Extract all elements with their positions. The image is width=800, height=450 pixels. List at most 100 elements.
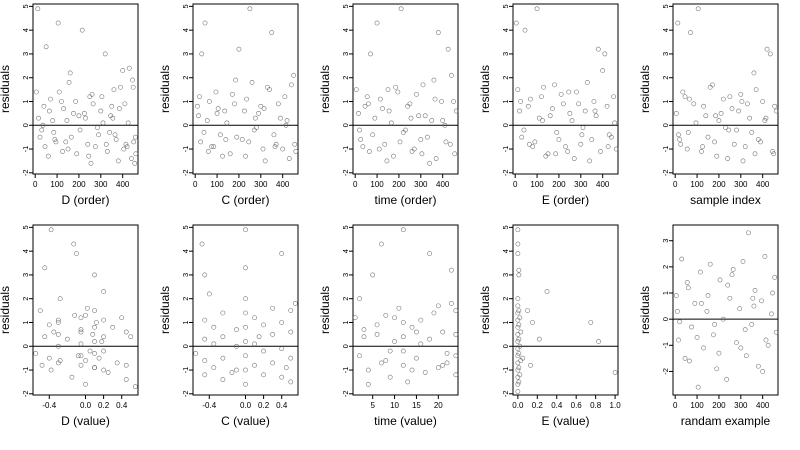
x-tick-label: 100 — [210, 180, 224, 189]
data-point — [400, 320, 406, 325]
y-axis-label: residuals — [318, 286, 332, 334]
y-tick-label: 4 — [181, 249, 190, 253]
data-point — [83, 312, 88, 318]
data-point — [419, 151, 425, 157]
data-point — [377, 96, 383, 102]
data-point — [689, 324, 694, 330]
x-tick-label: 0 — [193, 180, 198, 189]
data-point — [567, 110, 573, 116]
data-point — [243, 367, 248, 373]
data-point — [400, 334, 406, 340]
data-point — [278, 115, 283, 121]
data-point — [532, 139, 538, 145]
data-point — [111, 87, 117, 92]
scatter-panel-2: -2 -1 0 1 2 3 4 5 0 100 200 300 400 C (order) residual… — [158, 3, 299, 207]
data-point — [365, 101, 371, 107]
data-point — [674, 308, 680, 314]
data-point — [74, 251, 79, 256]
data-point — [382, 141, 388, 147]
data-point — [609, 134, 614, 140]
x-tick-label: 0.2 — [532, 401, 544, 410]
data-point — [92, 308, 97, 313]
data-point — [725, 156, 731, 161]
data-point — [65, 146, 71, 152]
data-point — [520, 355, 526, 361]
data-point — [120, 68, 126, 73]
data-point — [558, 91, 564, 97]
data-point — [205, 149, 211, 154]
data-point — [386, 108, 392, 114]
y-tick-label: -1 — [181, 146, 190, 153]
x-tick-label: 100 — [370, 180, 384, 189]
data-point — [705, 134, 711, 140]
data-point — [427, 251, 432, 256]
y-tick-label: 2 — [661, 265, 670, 269]
data-point — [694, 335, 700, 340]
data-point — [763, 115, 769, 121]
data-point — [269, 30, 275, 35]
data-point — [385, 87, 391, 92]
data-point — [525, 308, 530, 313]
scatter-panel-8: -2 -1 0 1 2 3 4 5 5 10 15 20 time (value) residuals — [318, 224, 459, 428]
data-point — [773, 108, 779, 114]
data-point — [726, 127, 732, 133]
data-point — [720, 96, 726, 102]
data-point — [612, 120, 618, 126]
data-point — [55, 331, 61, 337]
data-point — [435, 30, 441, 35]
y-tick-label: 0 — [181, 344, 190, 348]
data-point — [122, 101, 128, 107]
data-point — [33, 350, 39, 356]
x-tick-label: 0.6 — [571, 401, 583, 410]
data-point — [604, 103, 610, 109]
data-point — [193, 350, 199, 356]
data-point — [202, 317, 208, 323]
x-tick-label: 400 — [116, 180, 130, 189]
y-tick-label: 2 — [181, 76, 190, 80]
data-point — [576, 101, 582, 107]
data-point — [712, 321, 717, 327]
data-point — [90, 101, 96, 107]
data-point — [515, 360, 521, 366]
data-point — [409, 367, 415, 373]
data-point — [76, 113, 82, 119]
y-tick-label: 2 — [21, 76, 30, 80]
data-point — [213, 89, 219, 95]
data-point — [292, 141, 298, 147]
data-point — [725, 282, 731, 288]
data-point — [588, 320, 594, 325]
y-tick-label: 2 — [501, 297, 510, 301]
data-point — [592, 108, 598, 114]
data-point — [515, 331, 521, 337]
data-point — [379, 241, 384, 247]
y-tick-label: 2 — [661, 76, 670, 80]
data-point — [357, 296, 362, 302]
data-point — [209, 144, 214, 150]
data-point — [82, 110, 87, 116]
data-point — [746, 230, 751, 236]
data-point — [593, 113, 599, 119]
data-point — [53, 139, 59, 145]
data-point — [358, 137, 364, 142]
data-point — [357, 353, 362, 359]
data-point — [132, 384, 138, 390]
data-point — [103, 141, 109, 147]
y-tick-label: 2 — [341, 297, 350, 301]
data-point — [420, 82, 426, 88]
data-point — [288, 379, 294, 385]
data-point — [685, 129, 691, 135]
data-point — [361, 334, 367, 340]
data-point — [515, 353, 521, 359]
x-tick-label: 0 — [33, 180, 38, 189]
data-point — [515, 296, 521, 302]
data-point — [128, 334, 134, 340]
data-point — [220, 334, 226, 340]
data-point — [71, 110, 76, 116]
scatter-panel-4: -2 -1 0 1 2 3 4 5 0 100 200 300 400 E (order) residual… — [478, 3, 619, 207]
data-point — [243, 381, 248, 387]
y-tick-label: 1 — [21, 99, 30, 103]
y-tick-label: 1 — [181, 99, 190, 103]
data-point — [217, 132, 223, 138]
